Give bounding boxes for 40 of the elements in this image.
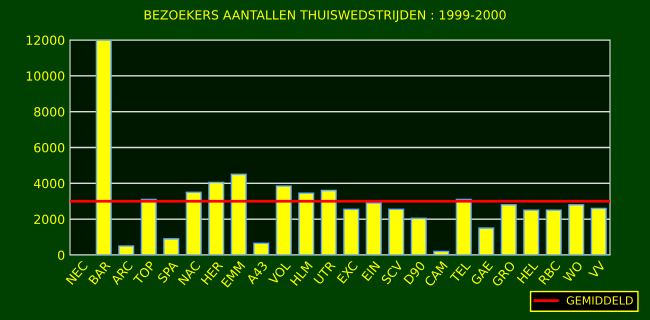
y-tick-label: 2000 (34, 214, 64, 224)
y-tick-label: 0 (58, 250, 64, 260)
bar (410, 218, 427, 255)
bar (388, 208, 404, 255)
x-tick-label: VV (588, 260, 606, 279)
y-tick-label: 4000 (34, 178, 64, 188)
bar (478, 227, 494, 255)
x-tick-label: TEL (450, 260, 471, 284)
y-tick-label: 12000 (26, 35, 64, 45)
y-tick-label: 6000 (34, 142, 64, 152)
bar (140, 198, 157, 255)
bar (456, 198, 472, 255)
bar (568, 204, 584, 255)
y-tick-label: 8000 (34, 107, 64, 117)
bar (186, 192, 202, 255)
bar (500, 204, 517, 255)
bar (253, 242, 270, 255)
chart-title: BEZOEKERS AANTALLEN THUISWEDSTRIJDEN : 1999-2000 (144, 10, 506, 22)
x-tick-label: EIN (361, 261, 380, 282)
bar (276, 185, 292, 255)
bar (433, 250, 450, 255)
bar (163, 238, 180, 255)
bar (366, 202, 382, 255)
x-tick-label: WO (562, 260, 584, 283)
bar (118, 245, 134, 255)
bar (320, 190, 337, 255)
bar (298, 192, 314, 255)
x-tick-label: SPA (157, 260, 179, 284)
bar (590, 208, 607, 255)
legend-label: GEMIDDELD (566, 296, 633, 305)
x-tick-label: TOP (132, 260, 156, 286)
bar (343, 208, 360, 255)
bar (96, 40, 112, 255)
x-tick-label: HEL (516, 260, 538, 284)
bar (230, 174, 247, 255)
x-tick-label: VOL (268, 260, 292, 286)
bar (208, 182, 224, 255)
y-tick-label: 10000 (26, 71, 64, 81)
bar (523, 210, 540, 255)
bar (546, 210, 562, 255)
